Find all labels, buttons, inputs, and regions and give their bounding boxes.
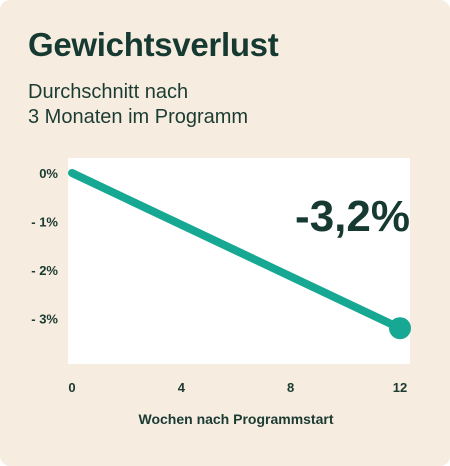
series-line: [68, 169, 404, 333]
y-tick-label: - 2%: [31, 263, 58, 278]
chart-title: Gewichtsverlust: [28, 26, 279, 63]
subtitle-line-1: Durchschnitt nach: [28, 81, 189, 103]
x-tick-label: 12: [393, 380, 407, 395]
x-tick-label: 8: [287, 380, 294, 395]
end-point-marker: [389, 317, 411, 340]
subtitle-line-2: 3 Monaten im Programm: [28, 106, 249, 128]
x-axis-ticks: 0 4 8 12: [68, 380, 407, 395]
y-tick-label: - 1%: [31, 215, 58, 230]
end-value-label: -3,2%: [295, 192, 410, 241]
plot-area: [68, 158, 410, 364]
x-tick-label: 4: [178, 380, 186, 395]
x-tick-label: 0: [68, 380, 75, 395]
y-axis-ticks: 0% - 1% - 2% - 3%: [31, 166, 58, 327]
y-tick-label: 0%: [39, 166, 58, 181]
chart-subtitle: Durchschnitt nach 3 Monaten im Programm: [28, 80, 388, 130]
x-axis-label: Wochen nach Programmstart: [138, 411, 333, 427]
y-tick-label: - 3%: [31, 312, 58, 327]
